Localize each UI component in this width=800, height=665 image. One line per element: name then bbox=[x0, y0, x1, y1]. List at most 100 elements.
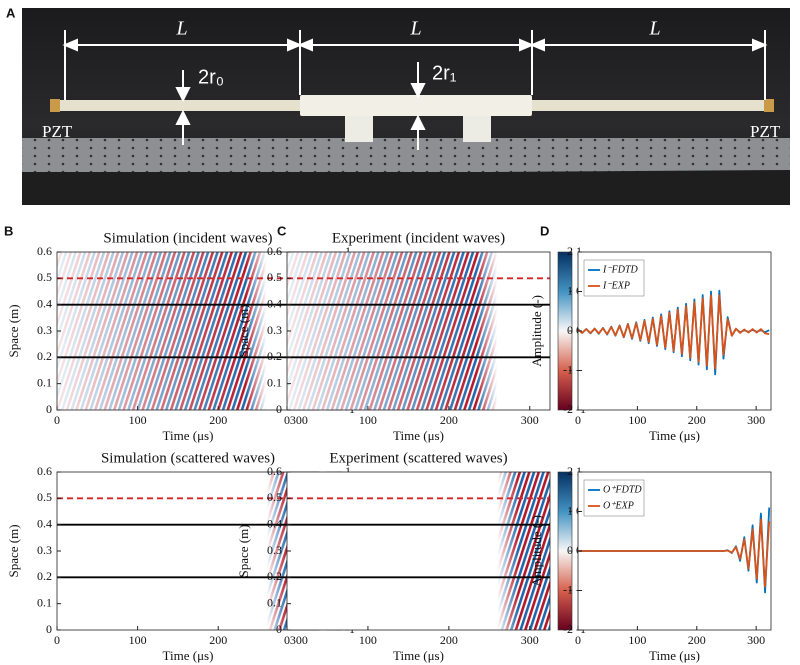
x-tick-label: 300 bbox=[747, 633, 765, 647]
y-tick-label: 0 bbox=[276, 402, 282, 416]
wave-field bbox=[287, 252, 550, 410]
x-axis-label: Time (μs) bbox=[393, 648, 444, 663]
y-tick-label: 0.3 bbox=[267, 323, 282, 337]
transducer bbox=[764, 99, 774, 112]
dimension-lines bbox=[62, 30, 768, 150]
legend-box bbox=[583, 259, 645, 297]
y-axis-label: Amplitude (-) bbox=[529, 515, 544, 587]
legend-label: O⁺EXP bbox=[603, 500, 634, 511]
x-tick-label: 100 bbox=[129, 413, 147, 427]
y-axis-label: Space (m) bbox=[236, 524, 251, 577]
x-tick-label: 0 bbox=[575, 413, 581, 427]
y-axis-label: Space (m) bbox=[236, 304, 251, 357]
y-tick-label: 0.5 bbox=[267, 270, 282, 284]
panel-label: D bbox=[540, 223, 549, 238]
y-tick-label: -2 bbox=[563, 402, 573, 416]
y-tick-label: 0 bbox=[567, 543, 573, 557]
x-tick-label: 300 bbox=[290, 633, 308, 647]
y-tick-label: 2 bbox=[567, 464, 573, 478]
axes-frame bbox=[577, 251, 772, 411]
panel-label: C bbox=[277, 223, 287, 238]
y-tick-label: 1 bbox=[567, 503, 573, 517]
legend-label: O⁺FDTD bbox=[603, 484, 642, 495]
x-tick-label: 0 bbox=[54, 413, 60, 427]
axes-frame bbox=[286, 471, 551, 631]
colorbar-tick-label: 1 bbox=[576, 464, 582, 478]
y-tick-label: 0.6 bbox=[267, 464, 282, 478]
y-tick-label: 0.5 bbox=[267, 490, 282, 504]
x-tick-label: 300 bbox=[290, 413, 308, 427]
x-axis-label: Time (μs) bbox=[393, 428, 444, 443]
y-tick-label: 1 bbox=[567, 283, 573, 297]
y-tick-label: 0.5 bbox=[37, 490, 52, 504]
transducer bbox=[50, 99, 60, 112]
legend-box bbox=[583, 479, 645, 517]
y-tick-label: 0.1 bbox=[267, 375, 282, 389]
x-tick-label: 0 bbox=[284, 413, 290, 427]
panel-label: A bbox=[6, 5, 16, 20]
y-tick-label: 0 bbox=[276, 622, 282, 636]
colorbar-tick-label: 1 bbox=[345, 244, 351, 258]
x-tick-label: 100 bbox=[359, 413, 377, 427]
x-axis-label: Time (μs) bbox=[163, 648, 214, 663]
y-tick-label: 0.2 bbox=[37, 569, 52, 583]
radius-label: 2r₀ bbox=[198, 66, 224, 88]
table-edge bbox=[22, 172, 790, 205]
colorbar-tick-label: 1 bbox=[576, 244, 582, 258]
y-tick-label: 0.6 bbox=[37, 464, 52, 478]
x-tick-label: 300 bbox=[521, 413, 539, 427]
y-tick-label: 0.2 bbox=[267, 569, 282, 583]
chart-title: Experiment (incident waves) bbox=[332, 230, 505, 246]
y-tick-label: 0.4 bbox=[37, 296, 52, 310]
optical-table bbox=[22, 138, 790, 175]
y-tick-label: 0 bbox=[46, 622, 52, 636]
rod-section bbox=[300, 95, 532, 116]
x-tick-label: 200 bbox=[688, 633, 706, 647]
x-axis-label: Time (μs) bbox=[163, 428, 214, 443]
data-line bbox=[577, 294, 770, 370]
y-tick-label: 0.3 bbox=[267, 543, 282, 557]
transducer-label: PZT bbox=[42, 122, 73, 141]
y-axis-label: Amplitude (-) bbox=[529, 295, 544, 367]
axes-frame bbox=[577, 471, 772, 631]
y-tick-label: 0.2 bbox=[37, 349, 52, 363]
y-tick-label: 0.1 bbox=[37, 595, 52, 609]
length-label: L bbox=[409, 18, 421, 40]
colorbar-tick-label: 1 bbox=[345, 464, 351, 478]
support bbox=[345, 112, 373, 142]
x-tick-label: 100 bbox=[129, 633, 147, 647]
y-tick-label: 0.4 bbox=[267, 296, 282, 310]
y-axis-label: Space (m) bbox=[6, 304, 21, 357]
x-tick-label: 100 bbox=[628, 633, 646, 647]
transducer-label: PZT bbox=[750, 122, 781, 141]
chart-title: Simulation (incident waves) bbox=[103, 230, 272, 246]
x-tick-label: 200 bbox=[688, 413, 706, 427]
y-tick-label: -1 bbox=[563, 582, 573, 596]
y-tick-label: 0.4 bbox=[267, 516, 282, 530]
x-tick-label: 100 bbox=[628, 413, 646, 427]
data-line bbox=[578, 518, 771, 588]
support bbox=[463, 112, 491, 142]
chart: Experiment (scattered waves) Time (μs) Spa… bbox=[236, 450, 595, 663]
x-tick-label: 200 bbox=[209, 413, 227, 427]
y-tick-label: 0 bbox=[46, 402, 52, 416]
chart: Experiment (incident waves) C Time (μs) Spa… bbox=[236, 223, 595, 443]
chart: Time (μs) Amplitude (-) O⁺FDTD O⁺EXP 0 100 200… bbox=[529, 464, 772, 663]
chart: Simulation (incident waves) B Time (μs) Spa… bbox=[4, 223, 364, 443]
y-tick-label: 2 bbox=[567, 244, 573, 258]
x-tick-label: 0 bbox=[54, 633, 60, 647]
y-tick-label: 0.5 bbox=[37, 270, 52, 284]
x-tick-label: 200 bbox=[440, 413, 458, 427]
x-tick-label: 100 bbox=[359, 633, 377, 647]
x-tick-label: 200 bbox=[209, 633, 227, 647]
length-label: L bbox=[175, 18, 187, 40]
y-tick-label: 0.1 bbox=[37, 375, 52, 389]
chart-title: Experiment (scattered waves) bbox=[329, 450, 507, 466]
y-tick-label: 0.3 bbox=[37, 543, 52, 557]
y-tick-label: 0.6 bbox=[37, 244, 52, 258]
x-tick-label: 300 bbox=[747, 413, 765, 427]
photo-panel: A L L L 2r₀ 2r₁ PZT PZT bbox=[6, 5, 790, 205]
y-tick-label: 0.6 bbox=[267, 244, 282, 258]
